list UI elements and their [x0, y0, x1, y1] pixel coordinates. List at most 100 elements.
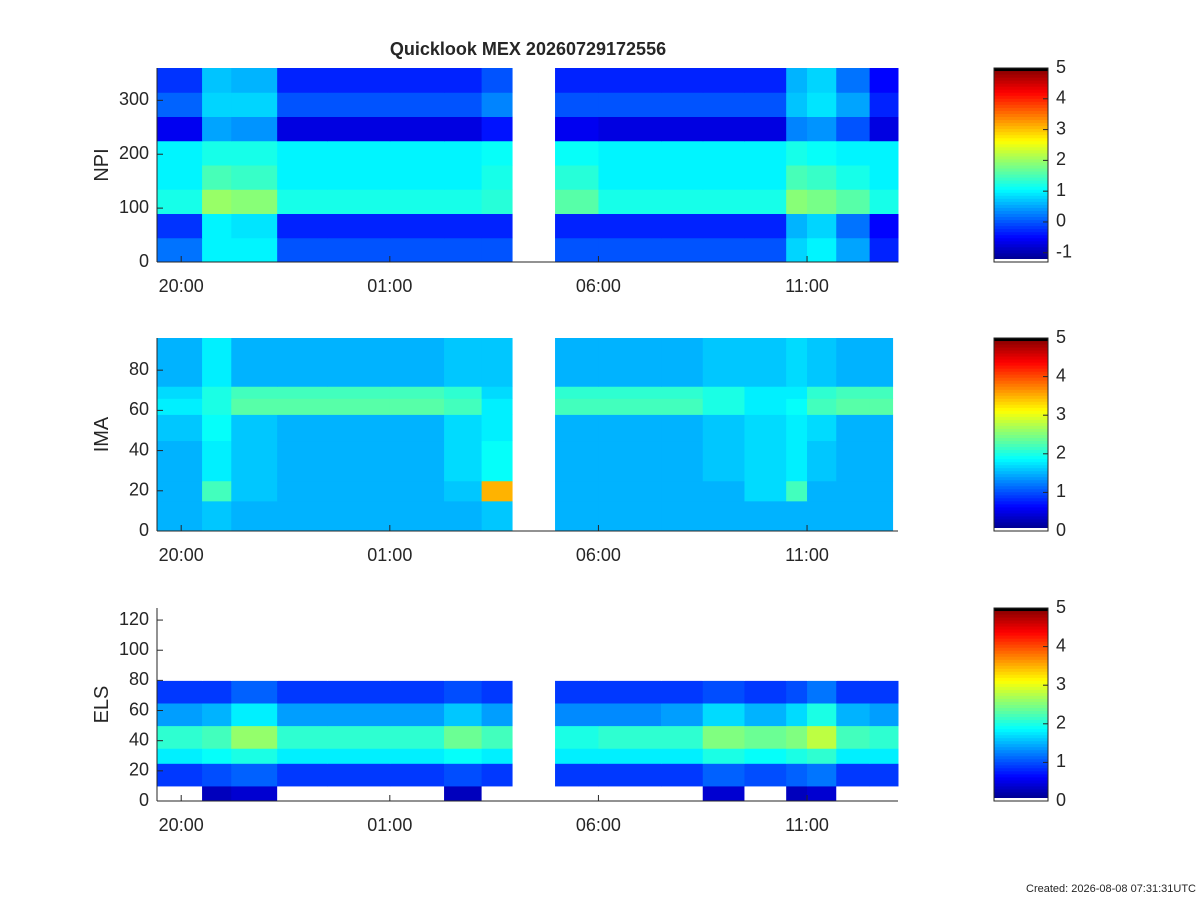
heatmap-cell [869, 480, 894, 502]
colorbar-swatch [994, 659, 1048, 663]
colorbar-swatch [994, 231, 1048, 236]
heatmap-cell [202, 680, 232, 704]
heatmap-cell [277, 237, 328, 263]
heatmap-cell [744, 480, 787, 502]
colorbar-swatch [994, 785, 1048, 790]
colorbar-tick-label: 4 [1056, 88, 1066, 108]
heatmap-cell [702, 608, 745, 681]
heatmap-cell [807, 92, 837, 117]
heatmap-cell [869, 116, 899, 142]
heatmap-cell [277, 398, 328, 415]
heatmap-cell [231, 165, 278, 190]
colorbar-swatch [994, 125, 1048, 130]
x-tick-label: 11:00 [785, 815, 829, 835]
colorbar-swatch [994, 737, 1048, 742]
heatmap-cell [389, 725, 445, 749]
heatmap-cell [744, 140, 787, 166]
heatmap-cell [702, 398, 745, 415]
heatmap-cell [389, 763, 445, 787]
heatmap-cell [277, 140, 328, 166]
colorbar-swatch [994, 629, 1048, 633]
colorbar-swatch [994, 401, 1048, 405]
colorbar-over [994, 608, 1048, 611]
heatmap-cell [807, 763, 837, 787]
y-tick-label: 0 [139, 251, 149, 271]
heatmap-cell [555, 680, 599, 704]
colorbar-swatch [994, 413, 1048, 417]
x-tick-label: 06:00 [576, 815, 621, 835]
colorbar-swatch [994, 383, 1048, 387]
colorbar-swatch [994, 614, 1048, 618]
heatmap-cell [555, 213, 599, 239]
heatmap-cell [836, 68, 871, 93]
colorbar-frame [993, 67, 1049, 263]
heatmap-cell [389, 398, 445, 415]
colorbar-tick-label: 1 [1056, 180, 1066, 200]
heatmap-cell [444, 500, 483, 532]
colorbar-swatch [994, 183, 1048, 187]
heatmap-cell [869, 748, 899, 764]
colorbar-swatch [994, 404, 1048, 408]
heatmap-cell [327, 386, 391, 399]
heatmap-cell [202, 165, 232, 190]
heatmap-cell [555, 725, 599, 749]
colorbar-swatch [994, 647, 1048, 651]
colorbar-swatch [994, 440, 1048, 445]
colorbar-swatch [994, 149, 1048, 154]
heatmap-cell [389, 237, 445, 263]
x-tick-label: 01:00 [367, 545, 412, 565]
heatmap-cell [555, 608, 599, 681]
heatmap-cell [157, 140, 203, 166]
heatmap-cell [869, 338, 894, 387]
colorbar-swatch [994, 632, 1048, 636]
heatmap-cell [807, 398, 837, 415]
heatmap-cell [836, 92, 871, 117]
heatmap-cell [807, 480, 837, 502]
heatmap-cell [555, 237, 599, 263]
heatmap-cell [327, 480, 391, 502]
colorbar-swatch [994, 731, 1048, 736]
heatmap-cell [481, 92, 513, 117]
heatmap-cell [836, 702, 871, 727]
colorbar-swatch [994, 521, 1048, 526]
figure-title: Quicklook MEX 20260729172556 [390, 39, 666, 59]
heatmap-cell [661, 165, 704, 190]
colorbar-swatch [994, 83, 1048, 87]
colorbar-swatch [994, 764, 1048, 769]
colorbar-swatch [994, 626, 1048, 630]
heatmap-cell [202, 702, 232, 727]
heatmap-cell [481, 338, 513, 387]
heatmap-cell [157, 92, 203, 117]
colorbar-swatch [994, 192, 1048, 196]
colorbar-swatch [994, 515, 1048, 520]
heatmap-cell [702, 165, 745, 190]
heatmap-cell [807, 68, 837, 93]
colorbar-tick-label: 1 [1056, 751, 1066, 771]
heatmap-cell [869, 237, 899, 263]
heatmap-cell [598, 725, 662, 749]
heatmap-cell [277, 165, 328, 190]
colorbar-swatch [994, 225, 1048, 230]
heatmap-cell [598, 140, 662, 166]
colorbar-swatch [994, 252, 1048, 257]
heatmap-cell [661, 116, 704, 142]
colorbar-swatch [994, 683, 1048, 687]
heatmap-cell [836, 440, 871, 482]
heatmap-cell [202, 386, 232, 399]
heatmap-cell [444, 237, 483, 263]
colorbar-swatch [994, 249, 1048, 254]
colorbar-swatch [994, 416, 1048, 420]
colorbar-swatch [994, 779, 1048, 784]
colorbar-swatch [994, 216, 1048, 221]
colorbar-swatch [994, 494, 1048, 499]
colorbar-swatch [994, 131, 1048, 136]
colorbar-swatch [994, 644, 1048, 648]
colorbar-swatch [994, 177, 1048, 181]
colorbar-swatch [994, 180, 1048, 184]
heatmap-cell [157, 398, 203, 415]
heatmap-cell [202, 440, 232, 482]
colorbar-swatch [994, 419, 1048, 423]
colorbar-swatch [994, 219, 1048, 224]
heatmap-cell [702, 785, 745, 802]
